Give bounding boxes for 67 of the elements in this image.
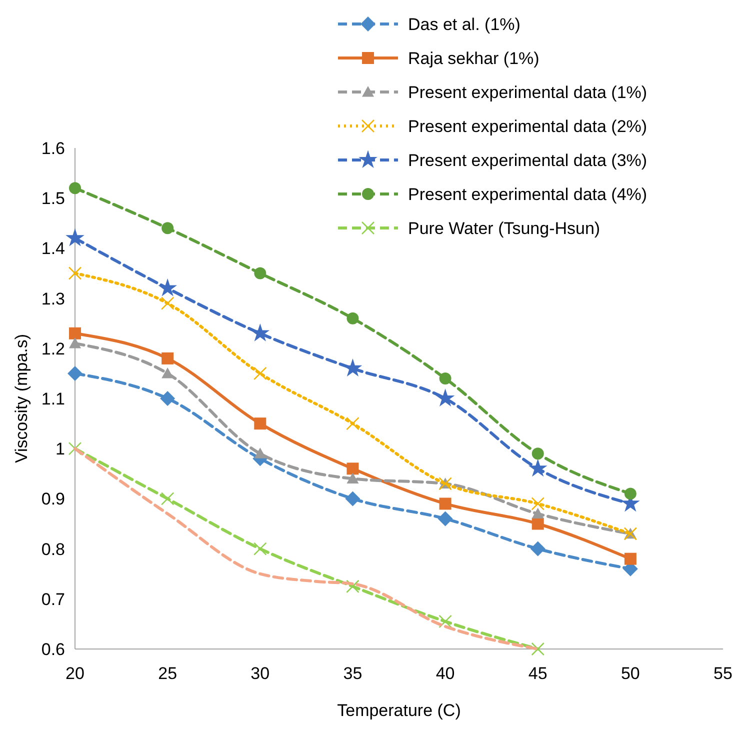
point <box>624 552 636 565</box>
y-tick-label: 1.1 <box>41 389 65 408</box>
point <box>624 488 636 500</box>
point <box>254 418 266 430</box>
point <box>160 492 174 506</box>
point <box>162 352 174 364</box>
point <box>69 337 81 348</box>
x-tick-label: 50 <box>620 664 640 683</box>
point <box>68 266 82 280</box>
point <box>346 416 360 430</box>
point <box>158 278 177 296</box>
point <box>438 511 453 526</box>
y-tick-label: 1.5 <box>41 189 65 208</box>
legend-label: Present experimental data (2%) <box>408 116 648 136</box>
point <box>346 472 359 484</box>
legend-label: Das et al. (1%) <box>408 14 520 34</box>
x-tick-label: 30 <box>250 664 270 683</box>
point <box>250 323 270 342</box>
y-tick-label: 0.8 <box>41 540 65 559</box>
y-tick-label: 0.6 <box>41 640 65 659</box>
legend-label: Present experimental data (1%) <box>408 82 648 102</box>
point <box>253 366 267 380</box>
point <box>162 222 174 234</box>
point <box>160 391 176 406</box>
x-tick-label: 45 <box>528 664 548 683</box>
y-tick-label: 1.2 <box>41 339 65 358</box>
point <box>68 366 82 381</box>
point <box>532 518 544 530</box>
point <box>160 296 174 310</box>
point <box>436 388 455 407</box>
point <box>531 642 545 656</box>
point <box>346 462 359 475</box>
point <box>346 580 360 594</box>
point <box>254 267 266 280</box>
point <box>530 541 546 556</box>
legend-label: Present experimental data (3%) <box>408 150 648 170</box>
point <box>66 228 84 246</box>
y-tick-label: 0.7 <box>41 590 65 609</box>
y-tick-label: 1.4 <box>41 239 65 258</box>
point <box>439 498 452 510</box>
y-tick-label: 1.6 <box>41 138 65 158</box>
y-tick-label: 1.3 <box>41 289 65 308</box>
point <box>254 448 266 458</box>
y-tick-label: 1 <box>56 440 65 459</box>
legend-label: Raja sekhar (1%) <box>408 48 540 68</box>
point <box>532 448 544 460</box>
point <box>69 182 81 194</box>
x-tick-label: 25 <box>158 664 178 683</box>
x-axis-title: Temperature (C) <box>337 701 461 720</box>
point <box>531 497 545 510</box>
point <box>345 491 360 506</box>
legend-label: Pure Water (Tsung-Hsun) <box>408 218 600 238</box>
x-tick-label: 40 <box>436 664 455 683</box>
x-tick-label: 35 <box>343 664 362 683</box>
point <box>253 542 267 556</box>
x-tick-label: 55 <box>714 664 732 683</box>
point <box>439 372 452 384</box>
point <box>162 367 174 378</box>
point <box>528 458 548 477</box>
point <box>69 327 81 340</box>
point <box>438 614 452 628</box>
x-tick-label: 20 <box>66 664 84 683</box>
y-tick-label: 0.9 <box>41 490 65 509</box>
point <box>532 508 544 519</box>
legend-label: Present experimental data (4%) <box>408 184 648 204</box>
point <box>346 312 359 324</box>
y-axis-title: Viscosity (mpa.s) <box>12 334 31 464</box>
